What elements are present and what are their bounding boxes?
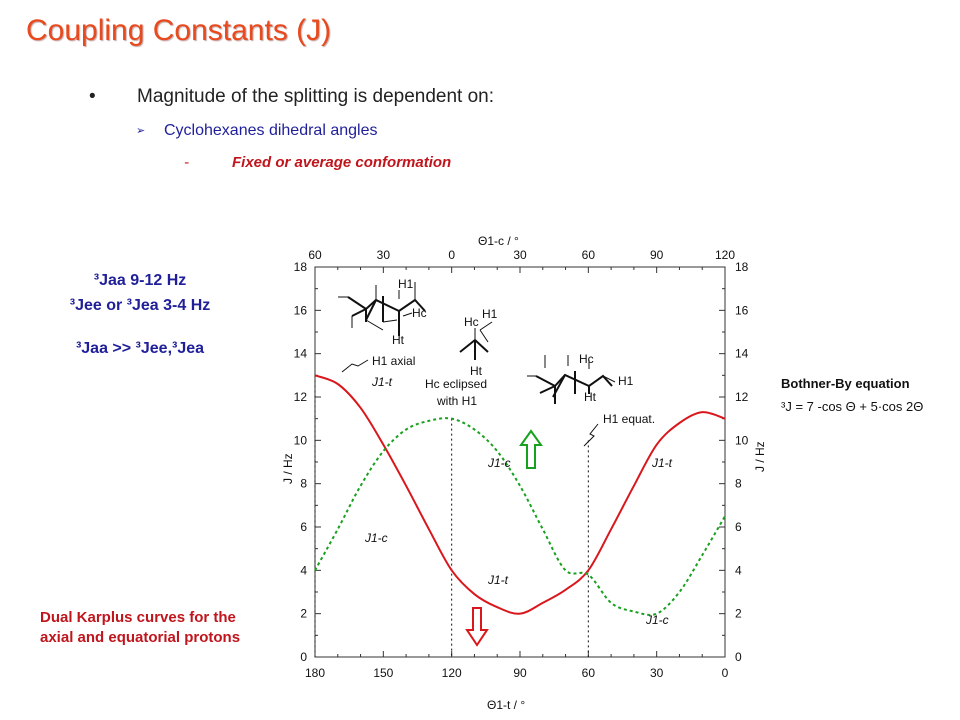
curve-label-j1c-mid: J1-c: [487, 456, 511, 470]
x-tick-label-bottom: 120: [442, 666, 462, 680]
series-line-j1-t: [314, 374, 726, 615]
x-top-axis-label: Θ1-c / °: [478, 234, 519, 248]
down-arrow-icon: [465, 607, 489, 647]
y-tick-label-left: 18: [294, 260, 308, 274]
x-tick-label-bottom: 30: [650, 666, 664, 680]
y-tick-label-right: 8: [735, 477, 742, 491]
series-line-j1-c: [314, 417, 726, 616]
x-tick-label-top: 120: [715, 248, 735, 262]
curve-label-j1c-right: J1-c: [645, 613, 669, 627]
equation-title: Bothner-By equation: [781, 376, 910, 391]
x-tick-label-bottom: 90: [513, 666, 527, 680]
footnote-karplus: Dual Karplus curves for the axial and eq…: [40, 609, 241, 646]
y-tick-label-right: 14: [735, 347, 749, 361]
y-tick-label-left: 4: [300, 563, 307, 577]
annotation-h1-axial: H1 axial: [372, 354, 415, 368]
curve-label-j1t-top: J1-t: [371, 375, 393, 389]
y-tick-label-left: 8: [300, 477, 307, 491]
struct3-ht-label: Ht: [584, 390, 597, 404]
y-tick-label-left: 16: [294, 303, 308, 317]
y-tick-label-right: 12: [735, 390, 749, 404]
struct2-h1-label: H1: [482, 307, 498, 321]
bullet-3: - Fixed or average conformation: [184, 154, 452, 171]
struct3-h1-label: H1: [618, 374, 634, 388]
annotation-h1-equat: H1 equat.: [603, 412, 655, 426]
struct2-ht-label: Ht: [470, 364, 483, 378]
struct1-h1-label: H1: [398, 277, 414, 291]
bullet-dot-icon: •: [89, 86, 96, 107]
y-axis-label-left: J / Hz: [281, 453, 295, 484]
chair-structure-equatorial: [527, 355, 616, 404]
y-tick-label-right: 6: [735, 520, 742, 534]
annotation-equat-pointer: [583, 423, 599, 447]
j-rule-aa: ³Jaa 9-12 Hz: [93, 272, 187, 289]
annotation-eclipsed-line1: Hc eclipsed: [425, 377, 487, 391]
y-tick-label-left: 0: [300, 650, 307, 664]
x-tick-label-top: 0: [448, 248, 455, 262]
y-tick-label-right: 0: [735, 650, 742, 664]
chair-structure-axial: [338, 282, 426, 336]
j-rule-compare: ³Jaa >> ³Jee,³Jea: [75, 340, 205, 357]
equation-text: ³J = 7 -cos Θ + 5·cos 2Θ: [781, 399, 923, 414]
struct1-ht-label: Ht: [392, 333, 405, 347]
bullet-2: ➢ Cyclohexanes dihedral angles: [136, 122, 378, 140]
curve-label-j1t-low: J1-t: [487, 573, 509, 587]
y-axis-label-right: J / Hz: [753, 441, 767, 472]
x-tick-label-top: 60: [308, 248, 322, 262]
bullet-2-text: Cyclohexanes dihedral angles: [164, 122, 378, 139]
x-tick-label-bottom: 180: [305, 666, 325, 680]
curve-label-j1t-right: J1-t: [651, 456, 673, 470]
x-tick-label-bottom: 60: [582, 666, 596, 680]
x-tick-label-top: 60: [582, 248, 596, 262]
x-tick-label-top: 30: [377, 248, 391, 262]
y-tick-label-right: 10: [735, 433, 749, 447]
x-bottom-axis-label: Θ1-t / °: [487, 698, 525, 712]
curve-label-j1c-left: J1-c: [364, 531, 388, 545]
y-tick-label-left: 2: [300, 607, 307, 621]
coupling-rules: ³Jaa 9-12 Hz ³Jee or ³Jea 3-4 Hz ³Jaa >>…: [40, 268, 240, 361]
bullet-3-text: Fixed or average conformation: [232, 154, 452, 171]
bullet-1-text: Magnitude of the splitting is dependent …: [137, 86, 495, 107]
dash-bullet-icon: -: [184, 154, 189, 171]
y-tick-label-right: 4: [735, 563, 742, 577]
annotation-axial-pointer: [341, 359, 369, 373]
y-tick-label-right: 18: [735, 260, 749, 274]
x-tick-label-top: 90: [650, 248, 664, 262]
struct1-hc-label: Hc: [412, 306, 427, 320]
y-tick-label-right: 16: [735, 303, 749, 317]
annotation-eclipsed-line2: with H1: [436, 394, 477, 408]
j-rule-ee-ea: ³Jee or ³Jea 3-4 Hz: [69, 297, 211, 314]
newman-structure-eclipsed: [459, 321, 493, 360]
struct3-hc-label: Hc: [579, 352, 594, 366]
slide-title: Coupling Constants (J): [26, 14, 332, 47]
y-tick-label-left: 6: [300, 520, 307, 534]
y-tick-label-right: 2: [735, 607, 742, 621]
x-tick-label-bottom: 0: [722, 666, 729, 680]
up-arrow-icon: [519, 429, 543, 469]
series-group: [314, 374, 726, 616]
struct2-hc-label: Hc: [464, 315, 479, 329]
y-tick-label-left: 10: [294, 433, 308, 447]
x-tick-label-bottom: 150: [373, 666, 393, 680]
y-tick-label-left: 14: [294, 347, 308, 361]
y-tick-label-left: 12: [294, 390, 308, 404]
x-tick-label-top: 30: [513, 248, 527, 262]
arrow-bullet-icon: ➢: [136, 125, 146, 137]
